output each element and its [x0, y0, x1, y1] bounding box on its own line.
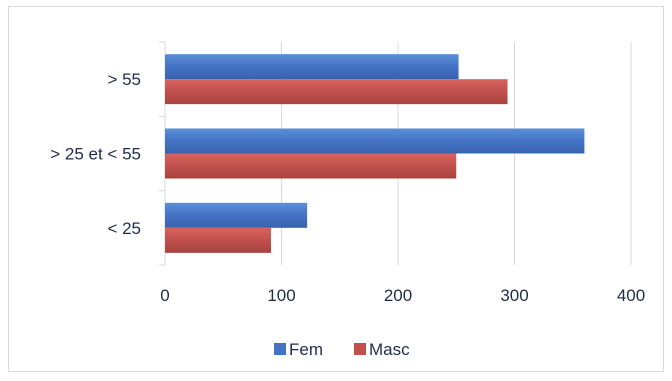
bar-masc-0 — [165, 227, 272, 253]
bar-masc-1 — [165, 153, 457, 179]
x-tick-label-200: 200 — [384, 286, 412, 305]
y-tick-label-2: > 55 — [107, 70, 141, 89]
legend-swatch-fem — [274, 343, 286, 355]
x-tick-labels: 0 100 200 300 400 — [160, 286, 645, 305]
legend-label-masc: Masc — [369, 340, 410, 359]
x-tick-label-100: 100 — [267, 286, 295, 305]
x-tick-label-0: 0 — [160, 286, 169, 305]
y-tick-label-0: < 25 — [107, 219, 141, 238]
legend-swatch-masc — [354, 343, 366, 355]
bar-fem-0 — [165, 202, 308, 228]
x-tick-label-400: 400 — [617, 286, 645, 305]
bars — [165, 54, 585, 253]
legend: Fem Masc — [274, 340, 410, 359]
bar-fem-1 — [165, 128, 585, 154]
bar-fem-2 — [165, 54, 459, 80]
legend-label-fem: Fem — [289, 340, 323, 359]
y-tick-labels: < 25 > 25 et < 55 > 55 — [50, 70, 141, 238]
y-tick-label-1: > 25 et < 55 — [50, 145, 141, 164]
x-tick-label-300: 300 — [500, 286, 528, 305]
bar-masc-2 — [165, 79, 508, 105]
